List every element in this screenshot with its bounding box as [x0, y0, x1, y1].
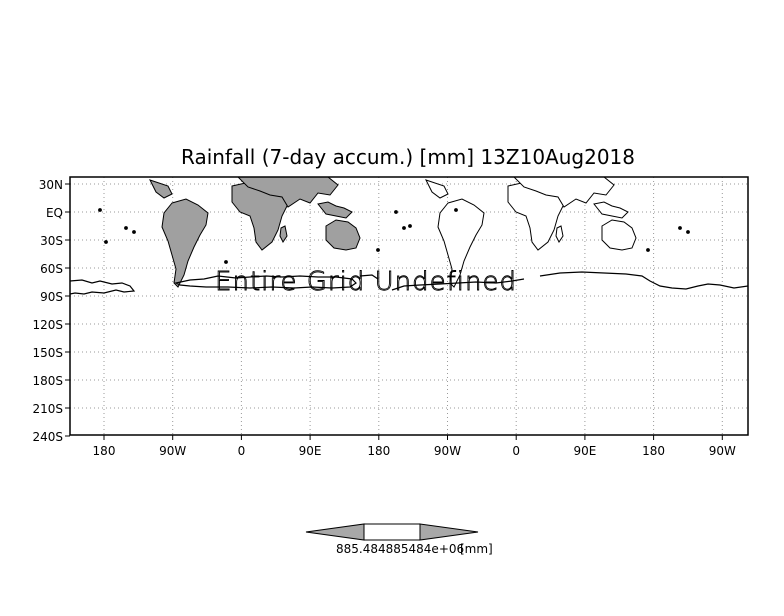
y-tick-label: 210S	[32, 402, 63, 416]
x-axis: 180 90W 0 90E 180 90W 0 90E 180 90W	[93, 435, 736, 458]
island-dot	[678, 226, 682, 230]
land-masses	[98, 177, 690, 288]
x-tick-label: 90W	[434, 444, 461, 458]
island-dot	[408, 224, 412, 228]
y-tick-label: 180S	[32, 374, 63, 388]
x-tick-label: 90E	[299, 444, 322, 458]
land-eurasia-1	[237, 177, 339, 208]
x-tick-label: 180	[93, 444, 116, 458]
island-dot	[686, 230, 690, 234]
island-dot	[132, 230, 136, 234]
x-tick-label: 90W	[709, 444, 736, 458]
island-dot	[454, 208, 458, 212]
island-dot	[124, 226, 128, 230]
x-tick-label: 90W	[159, 444, 186, 458]
land-south-america-1	[161, 198, 209, 288]
island-dot	[402, 226, 406, 230]
y-tick-label: EQ	[46, 206, 63, 220]
land-australia-2	[601, 219, 637, 251]
island-dot	[394, 210, 398, 214]
x-tick-label: 180	[642, 444, 665, 458]
plot-frame	[69, 176, 749, 436]
x-tick-label: 0	[238, 444, 246, 458]
land-central-america-1	[149, 179, 173, 199]
island-dot	[104, 240, 108, 244]
y-tick-label: 30S	[40, 234, 63, 248]
island-dot	[98, 208, 102, 212]
land-south-america-2	[437, 198, 485, 288]
chart-title: Rainfall (7-day accum.) [mm] 13Z10Aug201…	[181, 145, 635, 169]
land-eurasia-2	[513, 177, 615, 208]
undefined-grid-message: Entire Grid Undefined	[215, 267, 517, 297]
colorbar-tick-labels: 885.484885484e+06	[336, 542, 464, 556]
x-tick-label: 180	[367, 444, 390, 458]
island-dot	[376, 248, 380, 252]
land-central-america-2	[425, 179, 449, 199]
colorbar-middle-box	[363, 523, 421, 541]
y-tick-label: 60S	[40, 262, 63, 276]
colorbar-right-arrow	[419, 523, 479, 541]
land-madagascar-1	[279, 225, 288, 243]
y-tick-label: 240S	[32, 430, 63, 444]
colorbar: 885.484885484e+06 [mm]	[305, 523, 493, 556]
colorbar-unit: [mm]	[460, 542, 493, 556]
x-tick-label: 90E	[573, 444, 596, 458]
y-tick-label: 120S	[32, 318, 63, 332]
land-madagascar-2	[555, 225, 564, 243]
colorbar-left-arrow	[305, 523, 365, 541]
y-tick-label: 30N	[39, 178, 63, 192]
land-maritime-continent-1	[317, 201, 353, 219]
x-tick-label: 0	[512, 444, 520, 458]
island-dot	[646, 248, 650, 252]
y-axis: 30N EQ 30S 60S 90S 120S 150S 180S 210S 240S	[32, 178, 70, 444]
land-maritime-continent-2	[593, 201, 629, 219]
land-australia-1	[325, 219, 361, 251]
y-tick-label: 150S	[32, 346, 63, 360]
island-dot	[224, 260, 228, 264]
y-tick-label: 90S	[40, 290, 63, 304]
antarctica-coastline	[70, 271, 748, 295]
